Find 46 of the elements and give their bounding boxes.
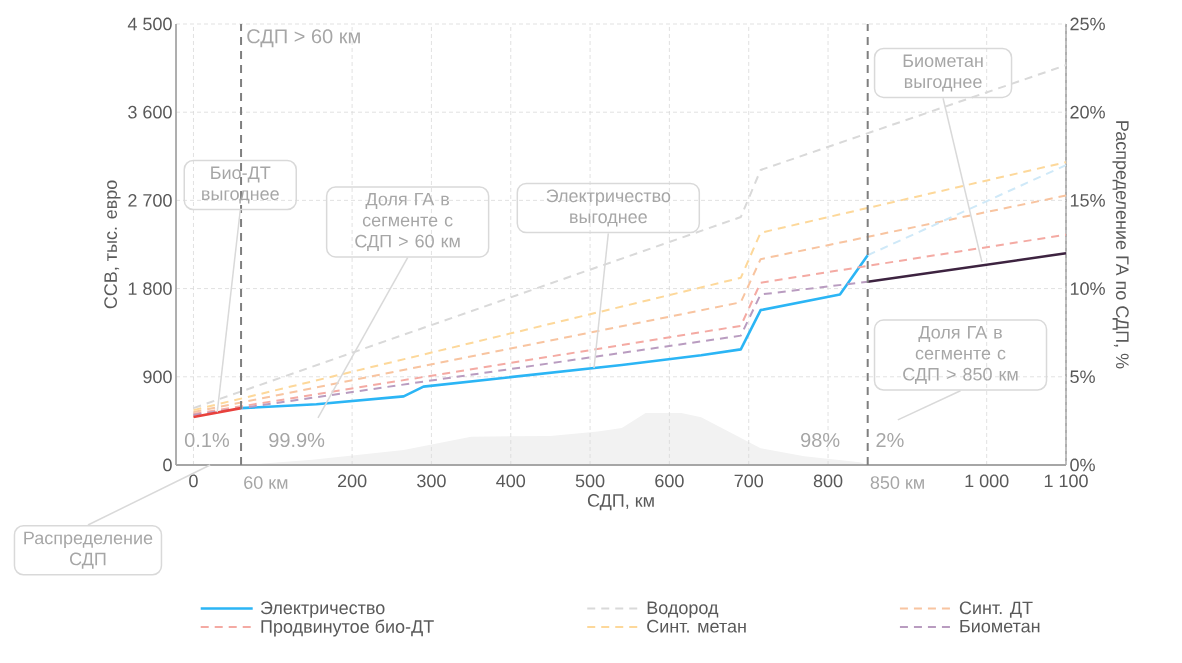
y2-tick-label: 10%: [1070, 282, 1105, 295]
annotation: 98%: [801, 432, 840, 448]
y2-tick-label: 5%: [1070, 370, 1095, 384]
legend-label: Биометан: [960, 619, 1040, 633]
annotation: Биометан выгоднее: [903, 54, 983, 92]
legend-label: Синт. метан: [647, 619, 746, 633]
annotation: Био-ДТ выгоднее: [202, 166, 279, 204]
y2-axis-title: Распределение ГА по СДП, %: [1112, 121, 1129, 369]
y-axis-title: ССВ, тыс. евро: [104, 180, 121, 309]
annotation: СДП > 60 км: [247, 29, 360, 48]
x-tick-label: 800: [813, 474, 843, 488]
y-tick-label: 1 800: [128, 282, 172, 295]
legend-label: Продвинутое био-ДТ: [261, 619, 434, 637]
legend-label: Водород: [647, 601, 719, 618]
x-tick-label: 400: [496, 474, 526, 488]
x-tick-label: 1 000: [965, 474, 1009, 488]
x-tick-label: 700: [734, 474, 764, 488]
annotation: 2%: [876, 432, 904, 448]
y2-tick-label: 20%: [1070, 105, 1105, 119]
ref-line-label: 850 км: [870, 476, 924, 489]
x-tick-label: 500: [575, 474, 605, 488]
y-tick-label: 3 600: [128, 105, 172, 119]
x-axis-title: СДП, км: [587, 494, 654, 511]
annotation: Электричество выгоднее: [546, 189, 671, 227]
line-series: [192, 280, 869, 417]
y-tick-label: 2 700: [128, 194, 172, 207]
x-tick-label: 300: [417, 474, 446, 488]
x-tick-label: 1 100: [1044, 474, 1088, 488]
x-tick-label: 600: [655, 474, 684, 488]
y-tick-label: 900: [143, 370, 172, 384]
annotation: 99.9%: [269, 432, 325, 448]
ref-line-label: 60 км: [244, 476, 288, 489]
y-tick-label: 4 500: [127, 17, 172, 31]
y2-tick-label: 15%: [1070, 194, 1105, 207]
x-tick-label: 200: [338, 474, 367, 488]
x-tick-label: 0: [189, 474, 198, 488]
annotation: 0.1%: [184, 432, 230, 448]
annotation: Распределение СДП: [24, 531, 153, 569]
y-tick-label: 0: [163, 458, 172, 472]
legend-label: Электричество: [260, 601, 385, 618]
legend-label: Синт. ДТ: [959, 601, 1033, 618]
annotation: Доля ГА в сегменте с СДП > 850 км: [903, 326, 1018, 385]
y2-tick-label: 25%: [1070, 17, 1105, 31]
y2-tick-label: 0%: [1070, 458, 1095, 472]
line-series: [192, 233, 1068, 416]
annotation: Доля ГА в сегменте с СДП > 60 км: [355, 192, 460, 251]
